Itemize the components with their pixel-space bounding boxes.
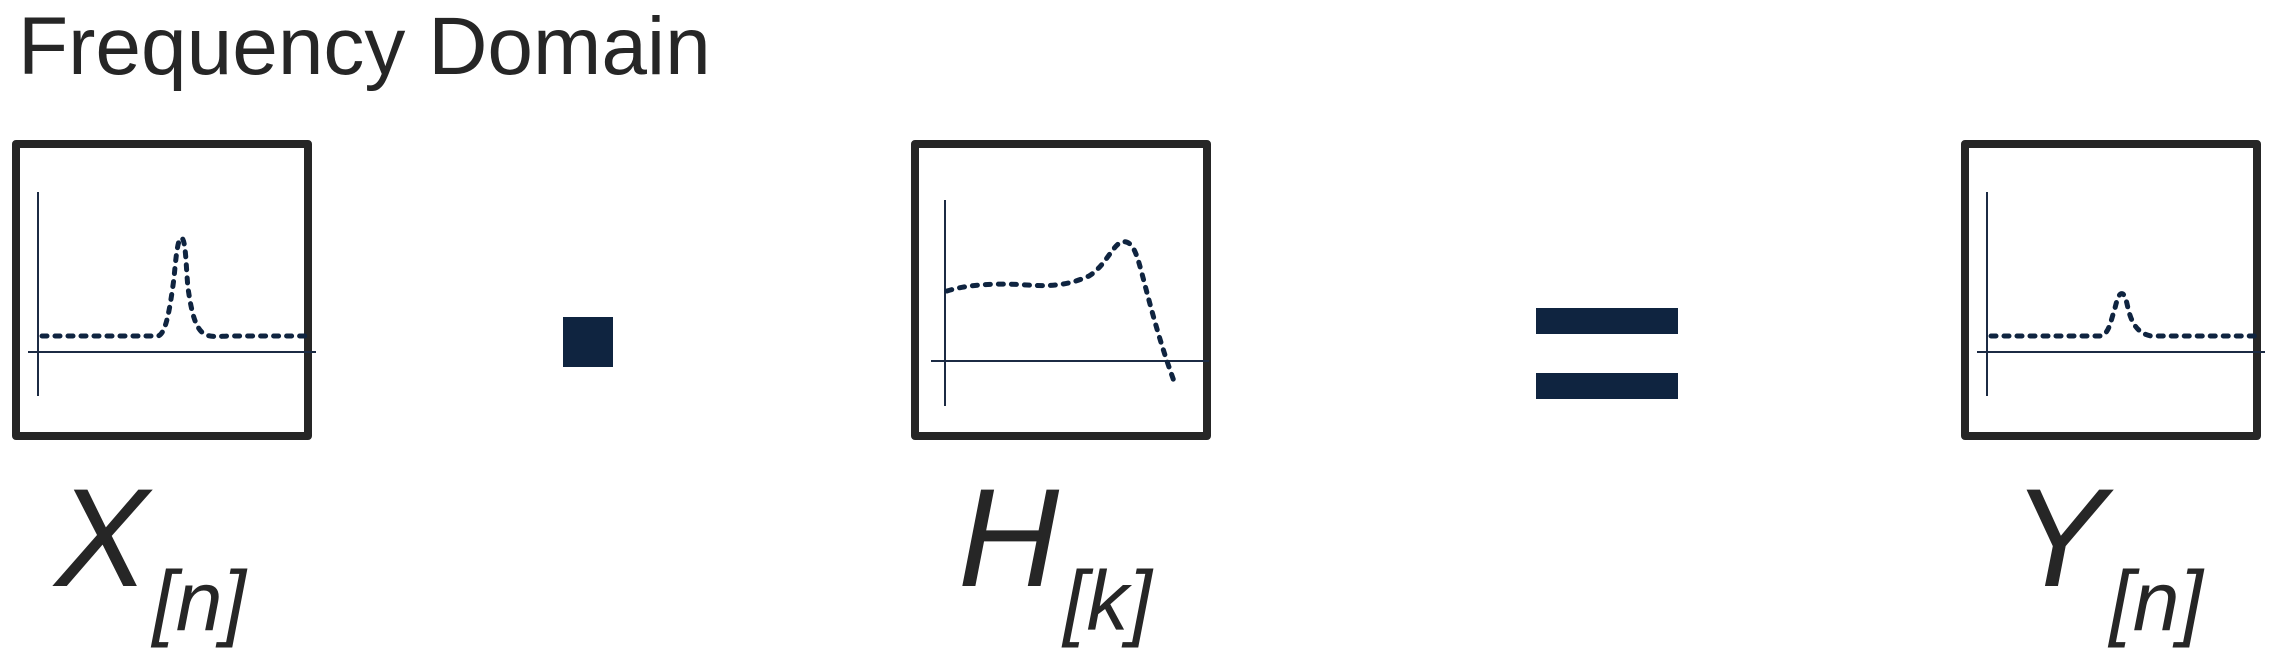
output-curve (1988, 291, 2262, 339)
page-title: Frequency Domain (18, 1, 711, 92)
response-curve (944, 239, 1178, 387)
output-spectrum-plot (1977, 192, 2265, 396)
output-signal-symbol: Y (2012, 459, 2106, 616)
filter-response-panel (911, 140, 1211, 440)
input-spectrum-panel (12, 140, 316, 440)
spectrum-curve (39, 235, 313, 339)
equals-operator-bottom-bar (1536, 373, 1678, 399)
filter-label: H[k] (958, 468, 1152, 644)
output-signal-index: [n] (2109, 554, 2203, 648)
filter-symbol: H (958, 459, 1060, 616)
equals-operator-top-bar (1536, 308, 1678, 334)
input-signal-label: X[n] (55, 468, 246, 644)
filter-response-plot (931, 200, 1209, 406)
input-spectrum-plot (28, 192, 316, 396)
multiply-operator (563, 317, 613, 367)
output-spectrum-panel (1961, 140, 2265, 440)
output-signal-label: Y[n] (2012, 468, 2203, 644)
input-signal-symbol: X (55, 459, 149, 616)
input-signal-index: [n] (152, 554, 246, 648)
filter-index: [k] (1063, 554, 1152, 648)
